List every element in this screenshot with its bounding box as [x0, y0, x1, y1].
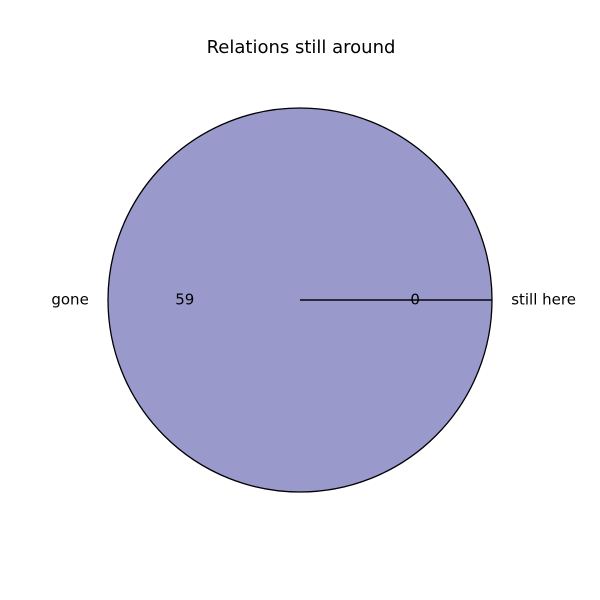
value-label-gone: 59 — [175, 291, 194, 309]
chart-title: Relations still around — [207, 37, 396, 58]
slice-label-still-here: still here — [511, 291, 576, 309]
pie-labels: gone 59 still here 0 — [51, 291, 576, 309]
value-label-still-here: 0 — [410, 291, 420, 309]
slice-label-gone: gone — [51, 291, 88, 309]
pie-slices — [107, 107, 493, 493]
